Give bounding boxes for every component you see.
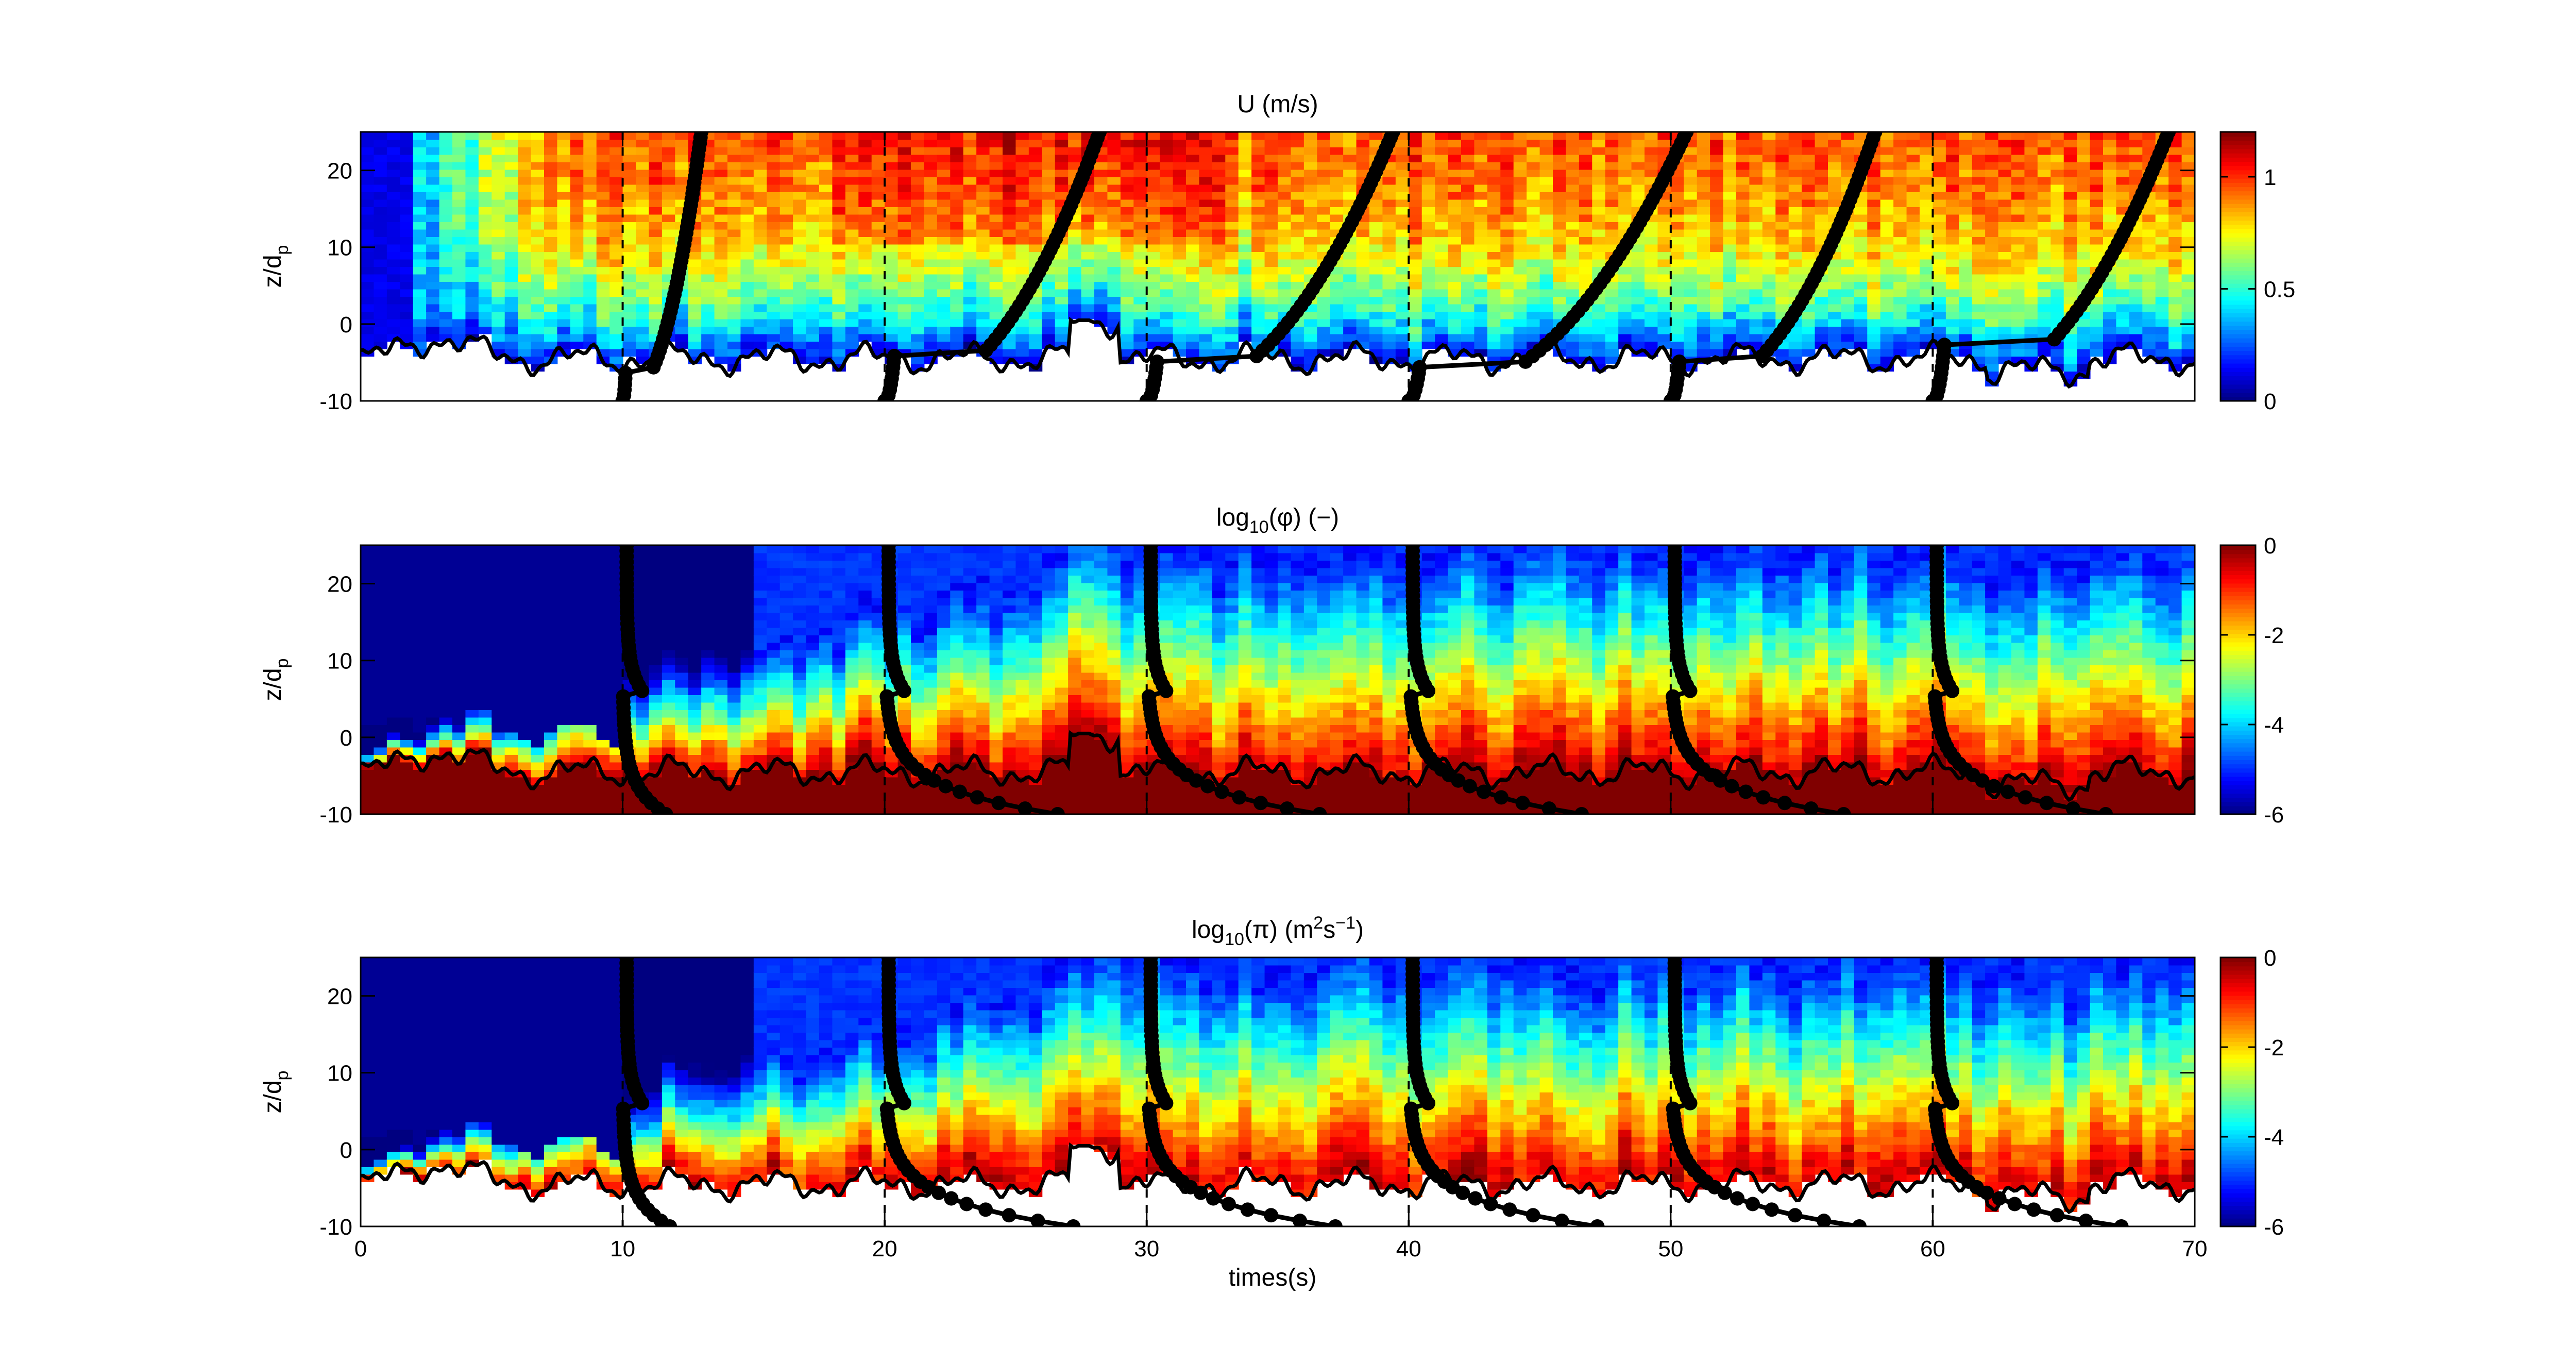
title-main: log bbox=[1192, 916, 1225, 944]
title-rest: (π) (m bbox=[1244, 916, 1313, 944]
title-subscript: 10 bbox=[1225, 930, 1244, 949]
panel-title: log10(π) (m2s−1) bbox=[1192, 913, 1364, 949]
profile-t20 bbox=[877, 132, 1107, 401]
colorbar: -6 -4 -2 0 bbox=[2219, 533, 2284, 828]
colorbar-tick-label: 0 bbox=[2264, 389, 2276, 414]
y-tick-label: -10 bbox=[319, 389, 352, 414]
profile-t40 bbox=[1401, 132, 1694, 401]
panel-title: log10(φ) (−) bbox=[1216, 504, 1339, 537]
colorbar-tick-label: -2 bbox=[2264, 1035, 2284, 1061]
profile-t60 bbox=[1925, 132, 2176, 401]
profile-t30 bbox=[1141, 545, 1327, 814]
profile-t50 bbox=[1666, 545, 1851, 814]
x-tick-label: 30 bbox=[1134, 1236, 1159, 1261]
y-tick-label: -10 bbox=[319, 802, 352, 828]
y-tick-label: -10 bbox=[319, 1215, 352, 1240]
profile-t30 bbox=[1139, 132, 1400, 401]
y-tick-label: 10 bbox=[327, 1061, 352, 1086]
y-tick-label: 0 bbox=[340, 312, 352, 338]
colorbar: -6 -4 -2 0 bbox=[2219, 946, 2284, 1240]
x-tick-label: 60 bbox=[1920, 1236, 1945, 1261]
x-tick-label: 70 bbox=[2182, 1236, 2208, 1261]
y-axis-label: z/dp bbox=[259, 245, 292, 288]
profile-t60 bbox=[1928, 957, 2129, 1226]
profile-t60 bbox=[1927, 545, 2113, 814]
y-axis-label: z/dp bbox=[259, 1071, 292, 1114]
bed-line bbox=[361, 730, 2195, 802]
title-superscript: 2 bbox=[1313, 913, 1323, 933]
profile-t10 bbox=[616, 957, 677, 1226]
x-tick-label: 40 bbox=[1396, 1236, 1421, 1261]
title-superscript: −1 bbox=[1335, 913, 1355, 933]
colorbar-tick-label: 0.5 bbox=[2264, 277, 2295, 302]
profile-t30 bbox=[1142, 957, 1343, 1226]
y-tick-label: 20 bbox=[327, 159, 352, 184]
y-tick-label: 20 bbox=[327, 572, 352, 597]
axes-frame bbox=[360, 956, 2196, 1227]
y-axis-label: z/dp bbox=[259, 659, 292, 701]
profile-t20 bbox=[879, 545, 1065, 814]
colorbar-tick-label: -4 bbox=[2264, 1125, 2284, 1150]
x-axis-label: times(s) bbox=[1229, 1264, 1317, 1291]
colorbar-tick-label: -6 bbox=[2264, 1215, 2284, 1240]
profile-t50 bbox=[1663, 132, 1883, 401]
colorbar-tick-label: -6 bbox=[2264, 802, 2284, 828]
y-tick-label: 10 bbox=[327, 235, 352, 261]
colorbar-tick-label: 1 bbox=[2264, 165, 2276, 190]
colorbar-tick-label: 0 bbox=[2264, 533, 2276, 559]
y-tick-label: 10 bbox=[327, 649, 352, 674]
y-tick-label: 20 bbox=[327, 984, 352, 1009]
colorbar-tick-label: -4 bbox=[2264, 713, 2284, 738]
colorbar-tick-label: 0 bbox=[2264, 946, 2276, 971]
title-main: U (m/s) bbox=[1237, 91, 1318, 118]
x-tick-label: 0 bbox=[354, 1236, 367, 1261]
bed-line bbox=[361, 1142, 2195, 1215]
colorbar: 00.51 bbox=[2219, 131, 2295, 414]
profile-t10 bbox=[615, 132, 709, 401]
title-end: ) bbox=[1355, 916, 1364, 944]
heatmap-field bbox=[361, 957, 2195, 1212]
profile-t50 bbox=[1666, 957, 1867, 1226]
title-rest: (φ) (−) bbox=[1269, 504, 1339, 531]
heatmap-field bbox=[361, 132, 2195, 386]
profile-t10 bbox=[616, 545, 673, 814]
title-main: log bbox=[1216, 504, 1249, 531]
x-tick-label: 20 bbox=[872, 1236, 897, 1261]
title-subscript: 10 bbox=[1249, 517, 1269, 537]
profile-t40 bbox=[1403, 545, 1589, 814]
profile-t20 bbox=[879, 957, 1081, 1226]
x-tick-label: 50 bbox=[1658, 1236, 1683, 1261]
y-tick-label: 0 bbox=[340, 1138, 352, 1163]
profile-t40 bbox=[1403, 957, 1605, 1226]
title-mid: s bbox=[1323, 916, 1335, 944]
axes-frame bbox=[360, 544, 2196, 815]
x-tick-label: 10 bbox=[610, 1236, 635, 1261]
panel-title: U (m/s) bbox=[1237, 91, 1318, 118]
axes-frame bbox=[360, 131, 2196, 402]
y-tick-label: 0 bbox=[340, 726, 352, 751]
colorbar-tick-label: -2 bbox=[2264, 623, 2284, 648]
